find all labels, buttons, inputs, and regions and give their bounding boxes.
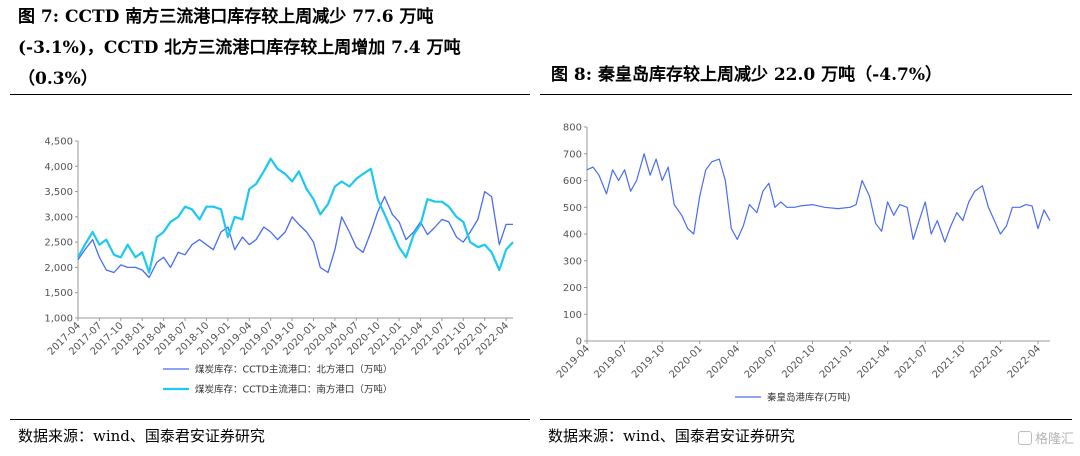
y-tick-label: 400: [563, 230, 582, 241]
x-tick-label: 2021-01: [818, 343, 855, 380]
y-tick-label: 500: [563, 203, 582, 214]
x-tick-label: 2022-04: [1006, 343, 1043, 380]
legend-label-0: 秦皇岛港库存(万吨): [767, 392, 850, 404]
x-tick-label: 2020-07: [743, 343, 780, 380]
x-tick-label: 2020-04: [705, 343, 742, 380]
y-tick-label: 4,000: [44, 162, 73, 173]
x-tick-label: 2019-04: [555, 343, 592, 380]
y-tick-label: 800: [563, 123, 582, 134]
y-tick-label: 3,000: [44, 212, 73, 223]
y-tick-label: 3,500: [44, 187, 73, 198]
x-tick-label: 2021-04: [855, 343, 892, 380]
bottom-rule-right: [540, 419, 1072, 420]
x-tick-label: 2019-10: [630, 343, 667, 380]
source-note-left: 数据来源：wind、国泰君安证券研究: [18, 427, 265, 445]
top-rule-right: [540, 94, 1072, 95]
legend-label-1: 煤炭库存：CCTD主流港口：南方港口（万吨）: [195, 384, 392, 396]
figure-8-title: 图 8: 秦皇岛库存较上周减少 22.0 万吨（-4.7%）: [551, 65, 942, 85]
y-tick-label: 700: [563, 149, 582, 160]
legend-label-0: 煤炭库存：CCTD主流港口：北方港口（万吨）: [195, 364, 392, 376]
source-note-right: 数据来源：wind、国泰君安证券研究: [548, 427, 795, 445]
top-rule-left: [10, 94, 530, 95]
x-tick-label: 2021-07: [893, 343, 930, 380]
x-tick-label: 2019-07: [592, 343, 629, 380]
y-tick-label: 4,500: [44, 137, 73, 148]
y-tick-label: 100: [563, 310, 582, 321]
y-tick-label: 600: [563, 176, 582, 187]
series-line-1: [77, 157, 514, 274]
watermark-text: 格隆汇: [1034, 432, 1074, 447]
bottom-rule-left: [10, 419, 530, 420]
x-tick-label: 2021-10: [931, 343, 968, 380]
y-tick-label: 2,000: [44, 263, 73, 274]
watermark: 格隆汇: [1017, 428, 1074, 447]
series-line-0: [586, 153, 1051, 243]
x-tick-label: 2020-01: [668, 343, 705, 380]
y-tick-label: 200: [563, 283, 582, 294]
series-line-0: [77, 190, 513, 279]
port-inventory-chart: 1,000 1,500 2,000 2,500 3,000 3,500 4,000 4,500…: [44, 137, 514, 396]
y-tick-label: 0: [576, 337, 582, 348]
y-tick-label: 1,500: [44, 288, 73, 299]
x-tick-label: 2022-01: [968, 343, 1005, 380]
y-tick-label: 2,500: [44, 238, 73, 249]
watermark-logo-icon: [1017, 430, 1032, 445]
y-tick-label: 1,000: [44, 314, 73, 325]
x-tick-label: 2020-10: [780, 343, 817, 380]
y-tick-label: 300: [563, 256, 582, 267]
figure-7-title: 图 7: CCTD 南方三流港口库存较上周减少 77.6 万吨(-3.1%)，C…: [18, 7, 461, 89]
